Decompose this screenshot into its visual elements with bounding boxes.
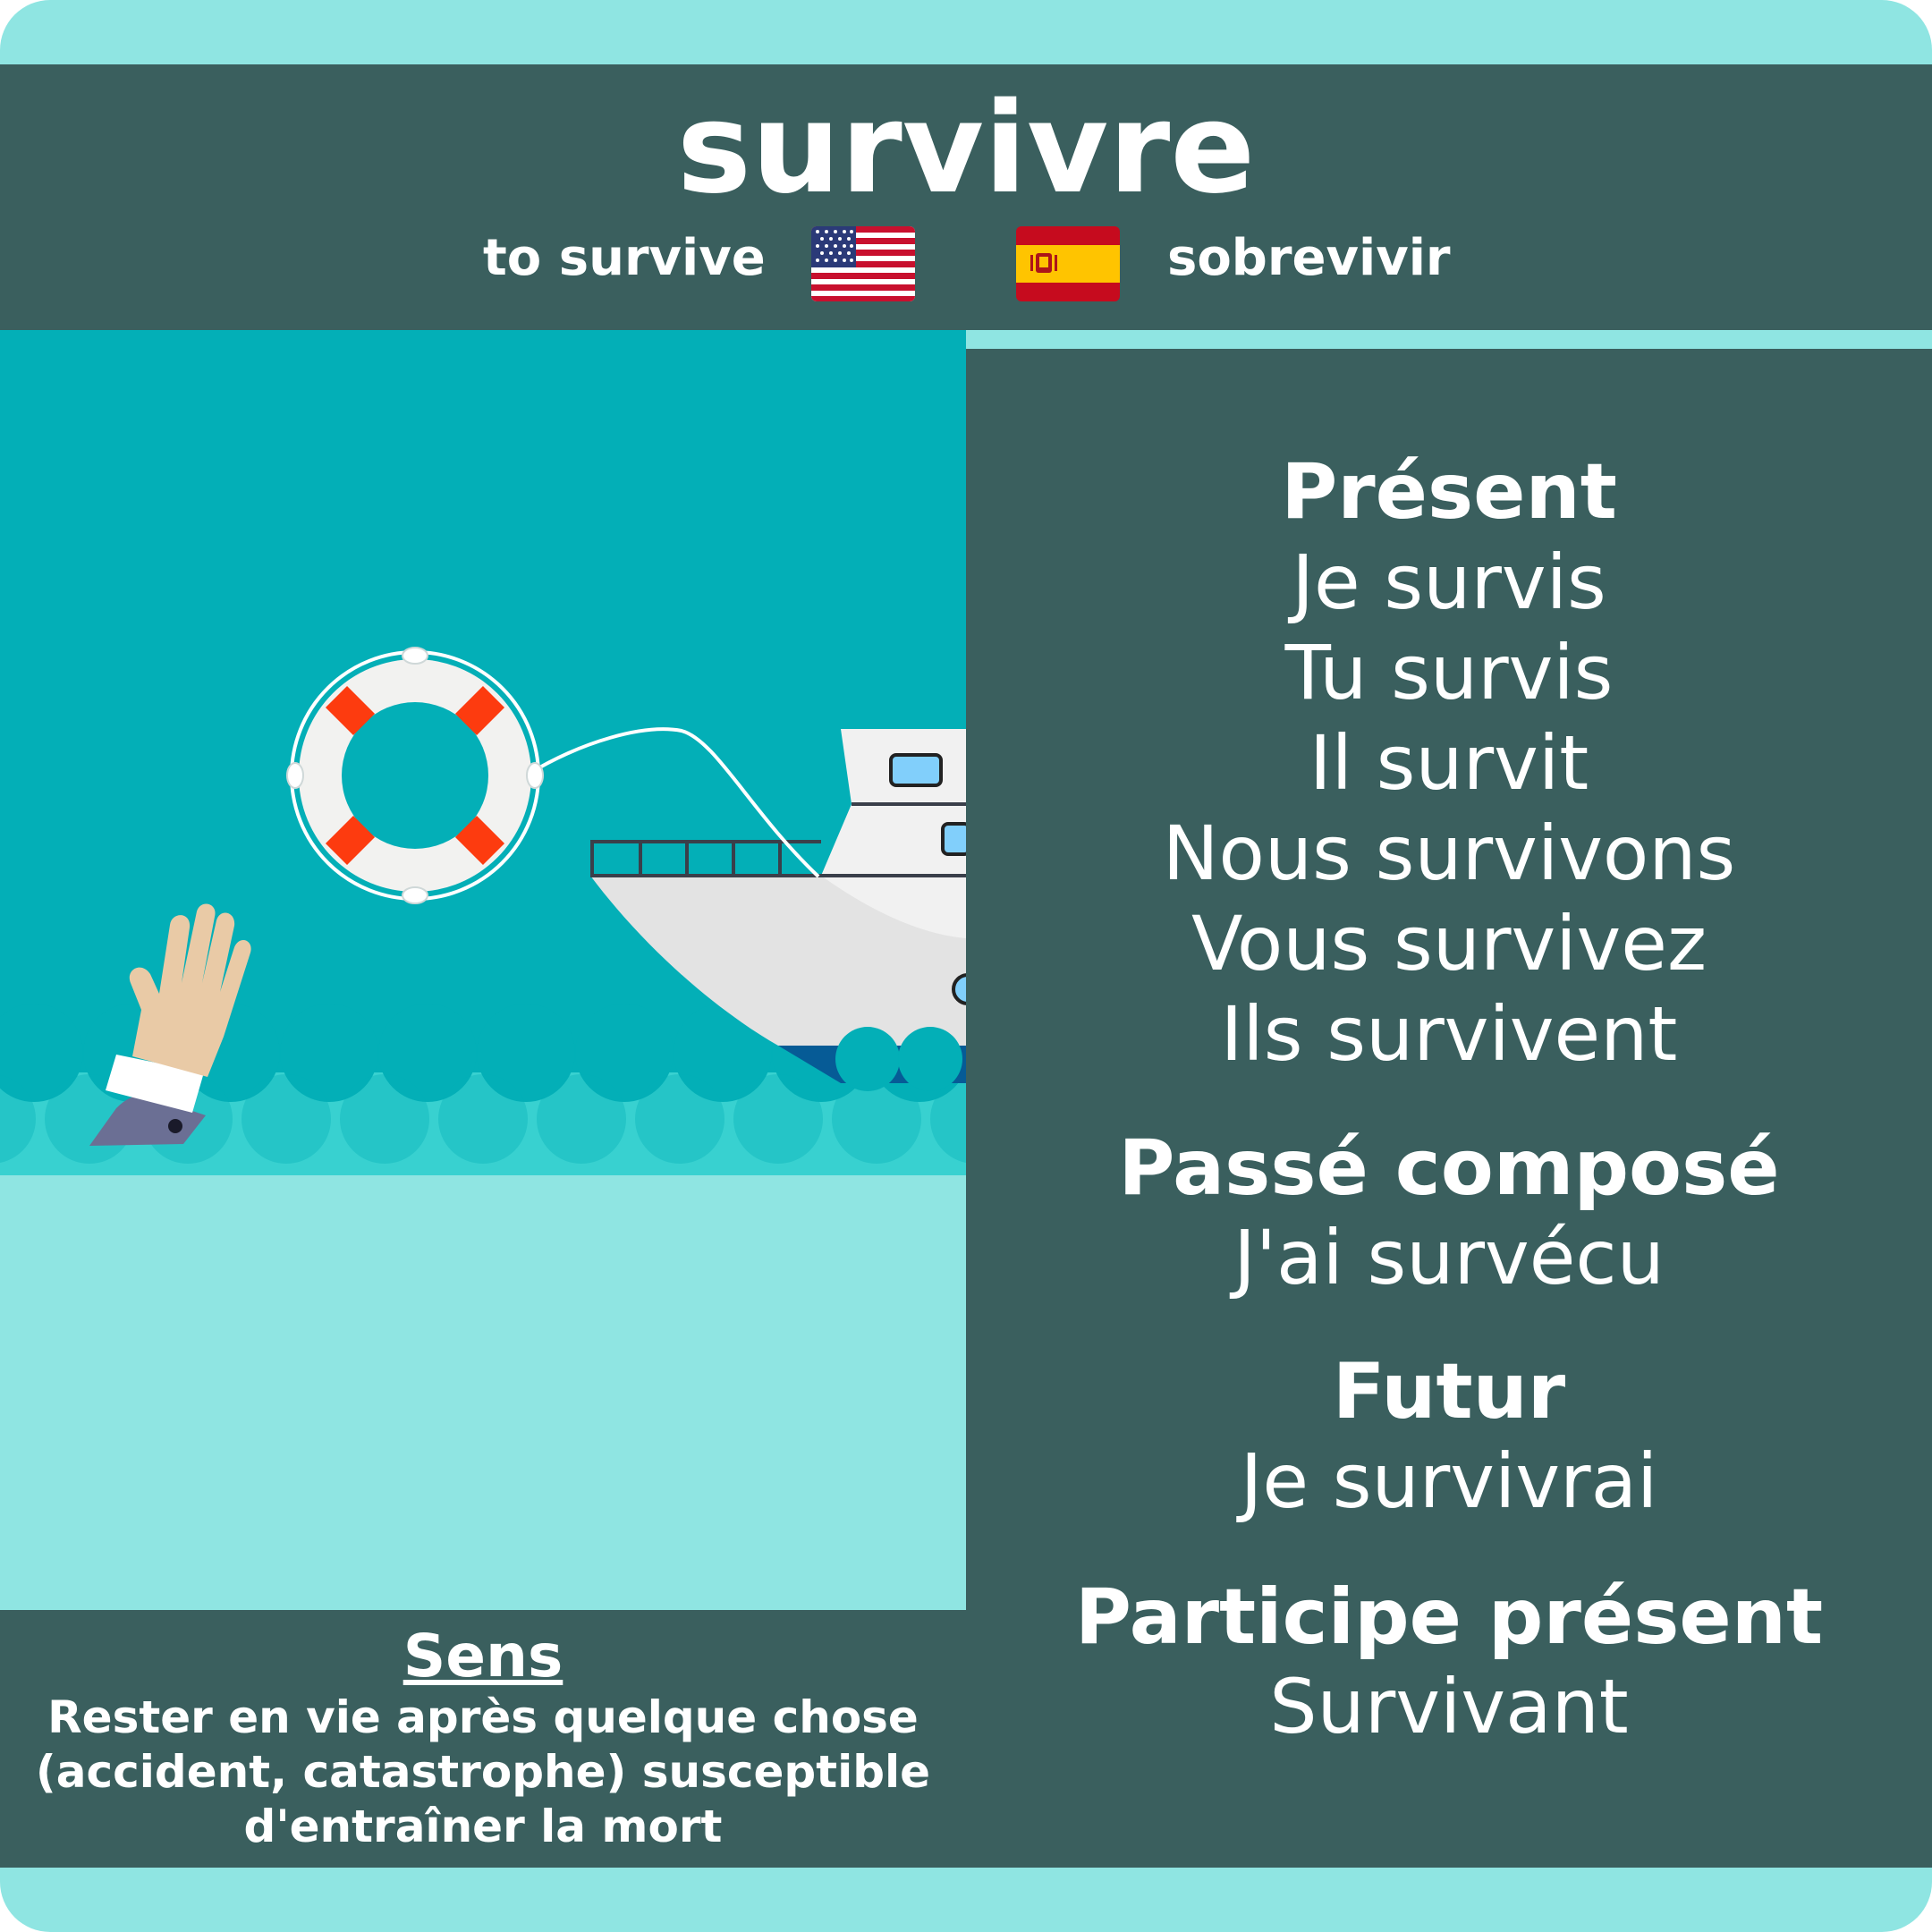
participe-present-form: Survivant	[1269, 1663, 1629, 1750]
conjugation-panel	[966, 349, 1932, 1868]
boat-icon	[590, 729, 984, 1091]
present-form-vous: Vous survivez	[1191, 900, 1707, 987]
verb-title: survivre	[676, 76, 1256, 222]
sens-line: (accident, catastrophe) susceptible	[35, 1746, 931, 1798]
tense-passe-compose-title: Passé composé	[1118, 1123, 1780, 1213]
sens-panel	[0, 1610, 966, 1868]
translation-spanish: sobrevivir	[1167, 229, 1451, 287]
tense-present-title: Présent	[1281, 447, 1617, 537]
header-band	[0, 64, 1932, 330]
spain-flag-icon	[1016, 226, 1120, 301]
sens-title: Sens	[402, 1622, 564, 1690]
us-flag-icon	[811, 226, 915, 301]
tense-futur-title: Futur	[1332, 1347, 1566, 1436]
present-form-il: Il survit	[1309, 719, 1589, 807]
present-form-je: Je survis	[1292, 538, 1606, 626]
sens-definition: Rester en vie après quelque chose (accid…	[18, 1690, 948, 1854]
sens-line: Rester en vie après quelque chose	[47, 1691, 919, 1743]
sens-line: d'entraîner la mort	[243, 1801, 723, 1852]
drowning-hand-icon	[89, 903, 251, 1146]
tense-participe-present-title: Participe présent	[1074, 1572, 1824, 1662]
present-form-tu: Tu survis	[1284, 629, 1614, 716]
lifebuoy-icon	[286, 647, 544, 904]
present-form-nous: Nous survivons	[1162, 809, 1736, 897]
passe-compose-form: J'ai survécu	[1233, 1214, 1665, 1301]
illustration	[0, 330, 1020, 1226]
present-form-ils: Ils survivent	[1220, 990, 1678, 1078]
translation-english: to survive	[483, 229, 766, 287]
futur-form: Je survivrai	[1240, 1437, 1658, 1525]
